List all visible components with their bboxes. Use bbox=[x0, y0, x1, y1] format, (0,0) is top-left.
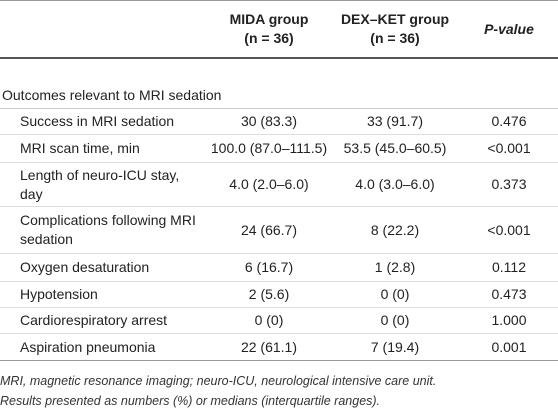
cell: 0.001 bbox=[460, 333, 558, 361]
cell: <0.001 bbox=[460, 134, 558, 163]
cell: 0.476 bbox=[460, 108, 558, 135]
header-name: DEX–KET group bbox=[340, 11, 450, 27]
header-row: MIDA group (n = 36) DEX–KET group (n = 36) P… bbox=[0, 0, 558, 59]
table-row: MRI scan time, min 100.0 (87.0–111.5) 53.5… bbox=[0, 134, 558, 163]
header-cell bbox=[0, 0, 208, 59]
cell: 22 (61.1) bbox=[208, 333, 330, 361]
row-label: Complications following MRI sedation bbox=[0, 206, 208, 254]
cell: 100.0 (87.0–111.5) bbox=[208, 134, 330, 163]
footnote: MRI, magnetic resonance imaging; neuro-I… bbox=[0, 374, 437, 388]
row-label: Oxygen desaturation bbox=[0, 253, 208, 282]
cell: 0 (0) bbox=[330, 281, 460, 308]
row-label: MRI scan time, min bbox=[0, 134, 208, 163]
section-label: Outcomes relevant to MRI sedation bbox=[0, 58, 558, 109]
cell: 0.373 bbox=[460, 162, 558, 207]
cell: 4.0 (2.0–6.0) bbox=[208, 162, 330, 207]
row-label: Cardiorespiratory arrest bbox=[0, 307, 208, 334]
cell: 33 (91.7) bbox=[330, 108, 460, 135]
table-row: Hypotension 2 (5.6) 0 (0) 0.473 bbox=[0, 281, 558, 308]
cell: 53.5 (45.0–60.5) bbox=[330, 134, 460, 163]
table-row: Success in MRI sedation 30 (83.3) 33 (91.7… bbox=[0, 108, 558, 135]
header-name: MIDA group bbox=[229, 11, 309, 27]
table-row: Complications following MRI sedation 24 (… bbox=[0, 206, 558, 254]
cell: 7 (19.4) bbox=[330, 333, 460, 361]
row-label: Success in MRI sedation bbox=[0, 108, 208, 135]
cell: 0.112 bbox=[460, 253, 558, 282]
table-row: Length of neuro-ICU stay, day 4.0 (2.0–6.… bbox=[0, 162, 558, 207]
cell: 4.0 (3.0–6.0) bbox=[330, 162, 460, 207]
footnote: Results presented as numbers (%) or medi… bbox=[0, 394, 381, 408]
section-row: Outcomes relevant to MRI sedation bbox=[0, 58, 558, 109]
cell: 1.000 bbox=[460, 307, 558, 334]
header-sub: (n = 36) bbox=[244, 30, 294, 46]
table-row: Oxygen desaturation 6 (16.7) 1 (2.8) 0.112 bbox=[0, 253, 558, 282]
data-table: MIDA group (n = 36) DEX–KET group (n = 36) P… bbox=[0, 0, 558, 361]
row-label: Aspiration pneumonia bbox=[0, 333, 208, 361]
cell: 0 (0) bbox=[208, 307, 330, 334]
cell: 1 (2.8) bbox=[330, 253, 460, 282]
cell: 0.473 bbox=[460, 281, 558, 308]
cell: 24 (66.7) bbox=[208, 206, 330, 254]
header-name: P-value bbox=[484, 20, 534, 37]
header-sub: (n = 36) bbox=[370, 30, 420, 46]
table-body: Outcomes relevant to MRI sedation Succes… bbox=[0, 58, 558, 361]
cell: 8 (22.2) bbox=[330, 206, 460, 254]
cell: 6 (16.7) bbox=[208, 253, 330, 282]
header-cell: DEX–KET group (n = 36) bbox=[330, 0, 460, 59]
table-row: Aspiration pneumonia 22 (61.1) 7 (19.4) 0.0… bbox=[0, 333, 558, 361]
cell: 30 (83.3) bbox=[208, 108, 330, 135]
footnotes: MRI, magnetic resonance imaging; neuro-I… bbox=[0, 371, 558, 411]
table-row: Cardiorespiratory arrest 0 (0) 0 (0) 1.000 bbox=[0, 307, 558, 334]
cell: <0.001 bbox=[460, 206, 558, 254]
row-label: Length of neuro-ICU stay, day bbox=[0, 162, 208, 207]
row-label: Hypotension bbox=[0, 281, 208, 308]
header-cell: P-value bbox=[460, 0, 558, 59]
header-cell: MIDA group (n = 36) bbox=[208, 0, 330, 59]
cell: 0 (0) bbox=[330, 307, 460, 334]
cell: 2 (5.6) bbox=[208, 281, 330, 308]
